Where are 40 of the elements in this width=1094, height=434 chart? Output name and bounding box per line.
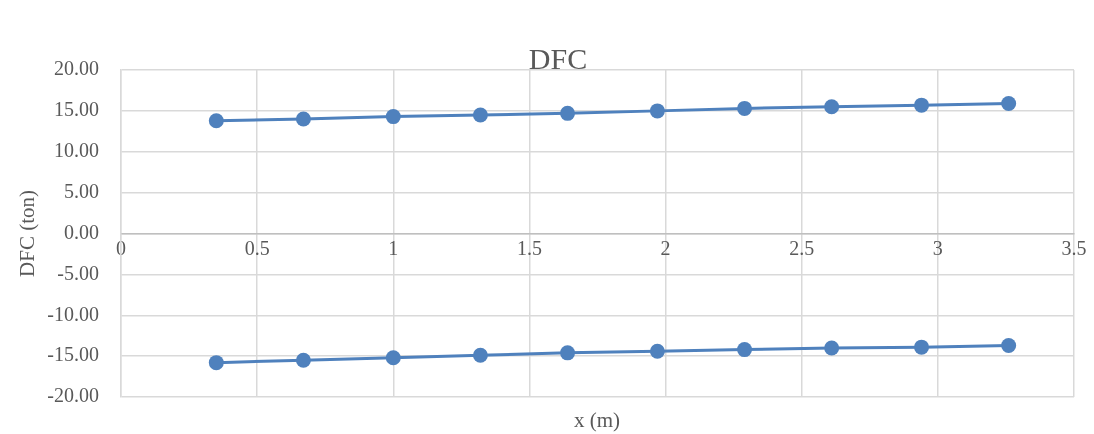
point [208,113,224,129]
y-tick-label: 5.00 [64,179,99,202]
x-axis-title: x (m) [573,407,621,432]
x-tick-label: 3.5 [1061,236,1087,259]
x-tick-label: 2.5 [789,236,815,259]
point [737,342,753,358]
point [824,99,840,115]
y-tick-label: -20.00 [47,384,99,407]
point [472,347,488,363]
point [385,350,401,366]
x-tick-label: 3 [932,236,943,259]
point [560,105,576,121]
point [914,97,930,113]
y-tick-label: 15.00 [54,98,99,121]
x-tick-label: 2 [660,236,671,259]
y-tick-label: -5.00 [57,261,99,284]
y-tick-label: 20.00 [54,57,99,80]
point [472,107,488,123]
point [1001,96,1017,112]
point [914,339,930,355]
x-tick-label: 1 [388,236,399,259]
y-tick-label: -15.00 [47,343,99,366]
y-tick-label: -10.00 [47,302,99,325]
x-tick-label: 0 [116,236,126,259]
point [737,100,753,116]
y-tick-label: 0.00 [64,220,99,243]
point [649,343,665,359]
y-tick-label: 10.00 [54,139,99,161]
x-tick-label: 0.5 [244,236,270,259]
point [824,340,840,356]
y-axis-title: DFC (ton) [15,190,40,277]
point [385,109,401,125]
point [295,111,311,127]
point [1001,338,1017,353]
point [560,345,576,361]
chart-title: DFC [528,42,588,75]
point [649,103,665,119]
x-tick-label: 1.5 [516,236,542,259]
point [295,352,311,368]
point [208,355,224,371]
